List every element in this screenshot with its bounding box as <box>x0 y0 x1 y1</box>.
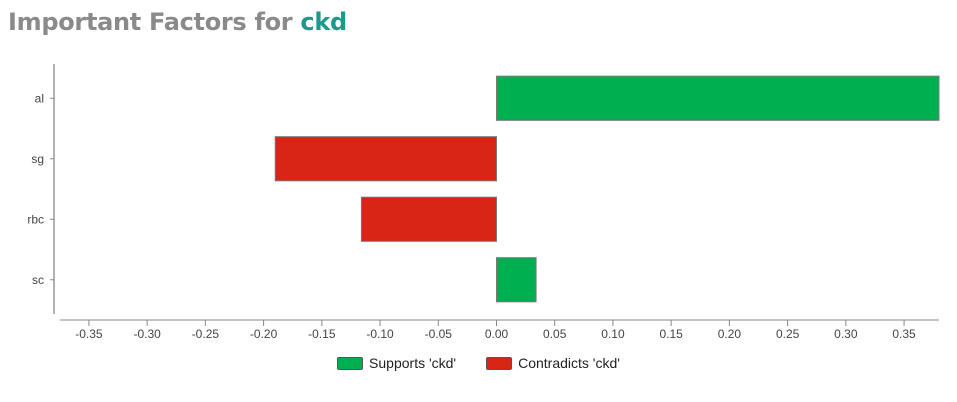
x-tick-label: -0.05 <box>425 327 453 341</box>
x-tick-label: 0.20 <box>718 327 742 341</box>
legend-label-contradicts: Contradicts 'ckd' <box>518 355 620 371</box>
chart-title-prefix: Important Factors for <box>8 8 301 36</box>
x-tick-label: 0.10 <box>601 327 625 341</box>
y-tick-label: rbc <box>27 212 44 226</box>
legend-swatch-contradicts <box>486 356 513 370</box>
legend-label-supports: Supports 'ckd' <box>369 355 457 371</box>
x-tick-label: -0.25 <box>192 327 220 341</box>
bar-sc[interactable] <box>496 257 537 303</box>
y-tick-label: sc <box>32 273 44 287</box>
bar-al[interactable] <box>496 75 940 121</box>
x-tick-label: -0.30 <box>133 327 161 341</box>
x-tick-label: 0.15 <box>659 327 683 341</box>
chart-title-target: ckd <box>300 8 347 36</box>
x-tick-label: -0.35 <box>75 327 103 341</box>
legend: Supports 'ckd' Contradicts 'ckd' <box>0 355 957 371</box>
bar-rbc[interactable] <box>360 196 497 242</box>
x-tick-label: 0.25 <box>776 327 800 341</box>
chart-title: Important Factors for ckd <box>8 8 347 36</box>
x-tick-label: -0.20 <box>250 327 278 341</box>
legend-swatch-supports <box>337 356 364 370</box>
bar-chart: -0.35 -0.30 -0.25 -0.20 -0.15 -0.10 -0.05 0.00 0… <box>27 64 940 341</box>
y-tick-label: sg <box>31 152 44 166</box>
x-tick-label: -0.10 <box>366 327 394 341</box>
bars-group <box>274 75 940 303</box>
x-tick-label: 0.00 <box>485 327 509 341</box>
legend-item-contradicts[interactable]: Contradicts 'ckd' <box>486 355 620 371</box>
x-tick-label: -0.15 <box>308 327 336 341</box>
legend-item-supports[interactable]: Supports 'ckd' <box>337 355 456 371</box>
x-tick-label: 0.05 <box>543 327 567 341</box>
x-tick-label: 0.35 <box>892 327 916 341</box>
bar-sg[interactable] <box>274 136 497 182</box>
x-tick-label: 0.30 <box>834 327 858 341</box>
axes-group: -0.35 -0.30 -0.25 -0.20 -0.15 -0.10 -0.05 0.00 0… <box>27 64 939 341</box>
y-tick-label: al <box>35 91 44 105</box>
